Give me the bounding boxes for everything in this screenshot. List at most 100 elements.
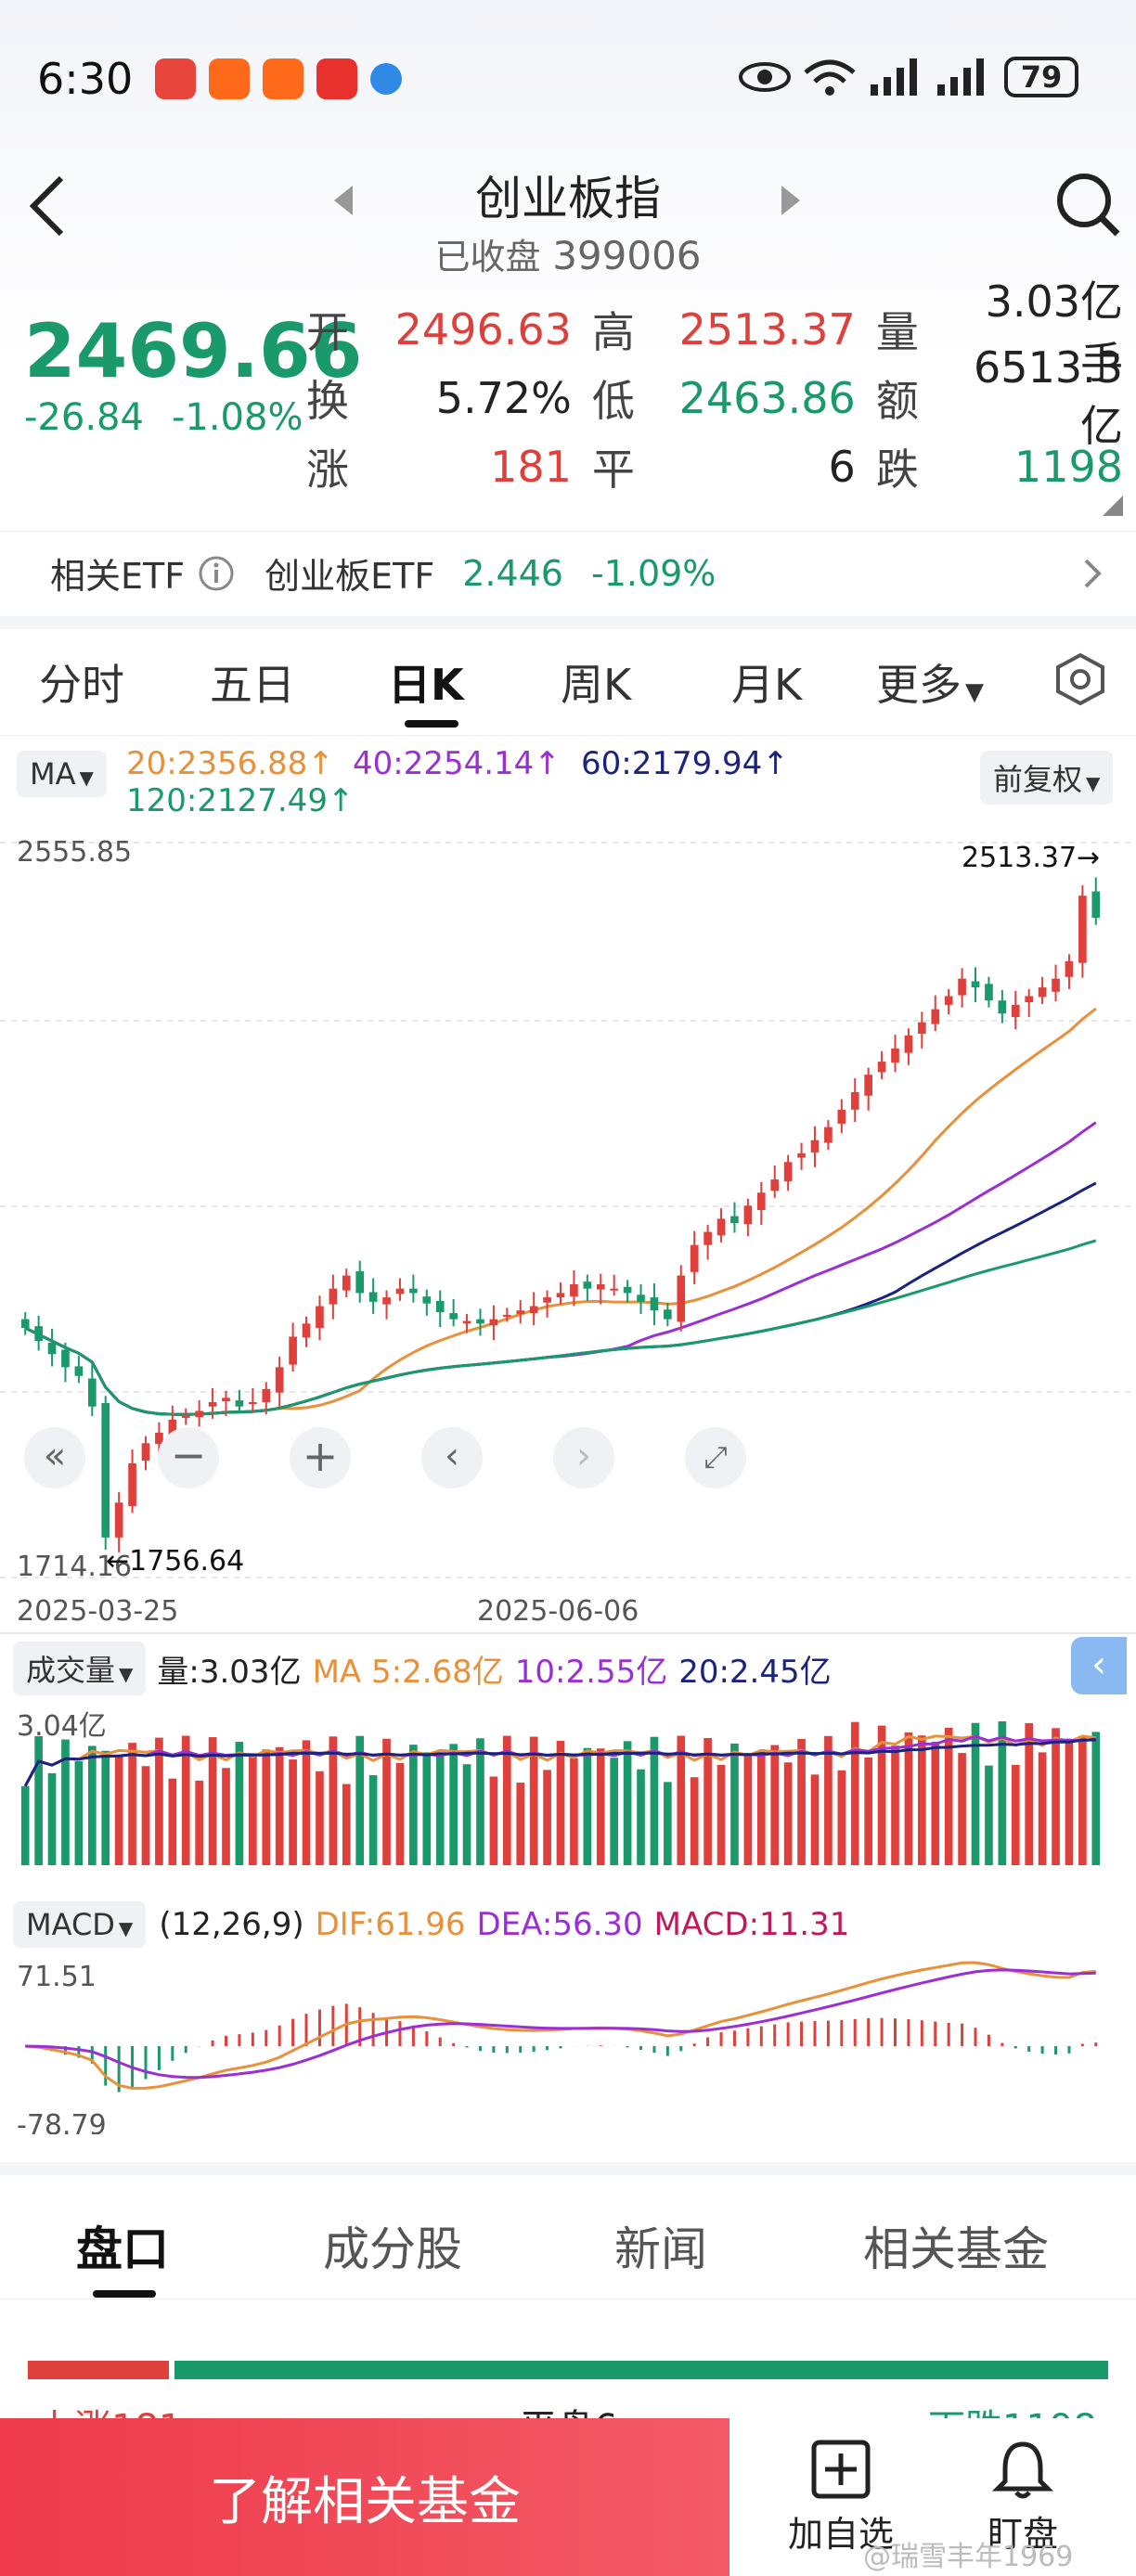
tab-handicap[interactable]: 盘口 [76,2222,169,2276]
candle-body [864,1075,872,1096]
candle-body [355,1270,365,1294]
tab-monthly-k[interactable]: 月K [731,660,803,710]
tab-intraday[interactable]: 分时 [39,660,124,710]
low-label: 低 [591,376,635,426]
ma-selector[interactable]: MA ▼ [17,751,107,797]
wifi-icon [804,59,856,96]
candle-body [195,1410,203,1418]
weibo-app-icon [155,58,197,99]
volume-bar [529,1736,538,1865]
settings-hex-icon[interactable] [1052,651,1108,707]
price-change: -26.84 [24,396,144,439]
volume-bar [316,1771,324,1865]
macd-legend: MACD ▼ (12,26,9) DIF:61.96 DEA:56.30 MACD… [13,1899,849,1951]
signal-icon [871,58,917,96]
zoom-out-icon[interactable]: − [158,1427,219,1488]
candle-body [128,1462,136,1506]
candle-body [756,1192,766,1211]
eye-icon [739,62,791,92]
volume-label: 量 [875,307,919,357]
volume-value: 3.03亿手 [985,277,1123,388]
high-value: 2513.37 [678,304,856,354]
volume-bar [637,1769,645,1865]
volume-bar [824,1735,833,1865]
tab-weekly-k[interactable]: 周K [561,660,632,710]
volume-bar [958,1753,966,1865]
volume-bar [543,1770,551,1865]
tab-five-day[interactable]: 五日 [210,660,295,710]
fullscreen-icon[interactable]: ⤢ [685,1427,746,1488]
add-watchlist-button[interactable]: 加自选 [776,2437,906,2557]
caret-down-icon: ▼ [119,1663,134,1685]
next-index-icon[interactable] [776,182,804,219]
tab-daily-k[interactable]: 日K [388,660,464,710]
adjust-selector[interactable]: 前复权 ▼ [980,751,1114,805]
related-etf-label: 相关ETF [50,556,186,597]
zoom-in-icon[interactable]: + [290,1427,351,1488]
search-icon[interactable] [1054,171,1121,238]
volume-bar [181,1735,190,1865]
candle-body [275,1367,284,1393]
volume-bar [462,1764,471,1865]
etf-pct: -1.09% [590,552,716,594]
kline-chart[interactable]: 2555.85 1714.16 2513.37→ ←1756.64 2025-0… [0,817,1136,2134]
volume-bar [74,1760,84,1865]
candle-body [837,1109,846,1124]
prev-index-icon[interactable] [330,182,358,219]
status-bar: 6:30 [37,54,415,104]
back-arrow-icon[interactable] [24,173,71,238]
scroll-left-icon[interactable]: ‹ [421,1427,483,1488]
candle-body [971,981,980,988]
volume-bar [556,1741,565,1865]
ma-selector-label: MA [30,756,76,792]
fast-backward-icon[interactable]: « [24,1427,85,1488]
volume-bar [904,1732,913,1865]
candle-body [529,1306,538,1314]
volume-selector[interactable]: 成交量 ▼ [13,1642,147,1695]
volume-bar [101,1750,110,1865]
volume-bar [342,1784,351,1865]
volume-bar [20,1785,30,1865]
volume-bar [877,1725,886,1865]
candle-body [101,1402,110,1538]
volume-ma5: MA 5:2.68亿 [312,1653,504,1691]
candle-body [944,996,953,1005]
tab-related-funds[interactable]: 相关基金 [863,2222,1049,2276]
volume-bar [34,1735,43,1865]
candle-body [743,1205,753,1225]
watch-button[interactable]: 盯盘 [958,2437,1088,2557]
macd-selector[interactable]: MACD ▼ [13,1901,147,1948]
signal-icon-2 [937,58,984,96]
volume-bar [489,1776,498,1865]
volume-bar [743,1754,753,1865]
info-icon[interactable] [198,555,235,592]
volume-bar [168,1778,177,1865]
candle-body [1011,1004,1020,1018]
page-title: 创业板指 [475,172,661,225]
volume-bar [516,1783,525,1865]
candle-body [958,978,966,996]
tab-more[interactable]: 更多 ▼ [876,651,984,713]
macd-selector-label: MACD [26,1907,115,1942]
learn-funds-button[interactable]: 了解相关基金 [0,2418,729,2576]
browser-app-icon [370,63,403,95]
tab-constituents[interactable]: 成分股 [323,2222,462,2276]
volume-ma-lines [23,1734,1097,1787]
tab-news[interactable]: 新闻 [614,2222,707,2276]
volume-bar [610,1758,619,1865]
candle-body [302,1323,311,1338]
volume-bar [1078,1735,1087,1865]
open-label: 开 [306,307,349,357]
candle-body [74,1366,84,1376]
expand-corner-icon[interactable] [1103,496,1123,516]
candle-body [262,1388,271,1403]
related-etf-row[interactable]: 相关ETF 创业板ETF 2.446 -1.09% [0,531,1136,614]
candle-body [114,1502,123,1538]
candle-body [222,1397,230,1402]
candle-body [850,1091,859,1110]
side-panel-toggle-icon[interactable]: ‹ [1071,1637,1127,1694]
scroll-right-icon[interactable]: › [553,1427,614,1488]
flat-count-label: 平 [591,444,635,495]
volume-bar [1038,1752,1047,1865]
candle-body [1078,895,1087,963]
